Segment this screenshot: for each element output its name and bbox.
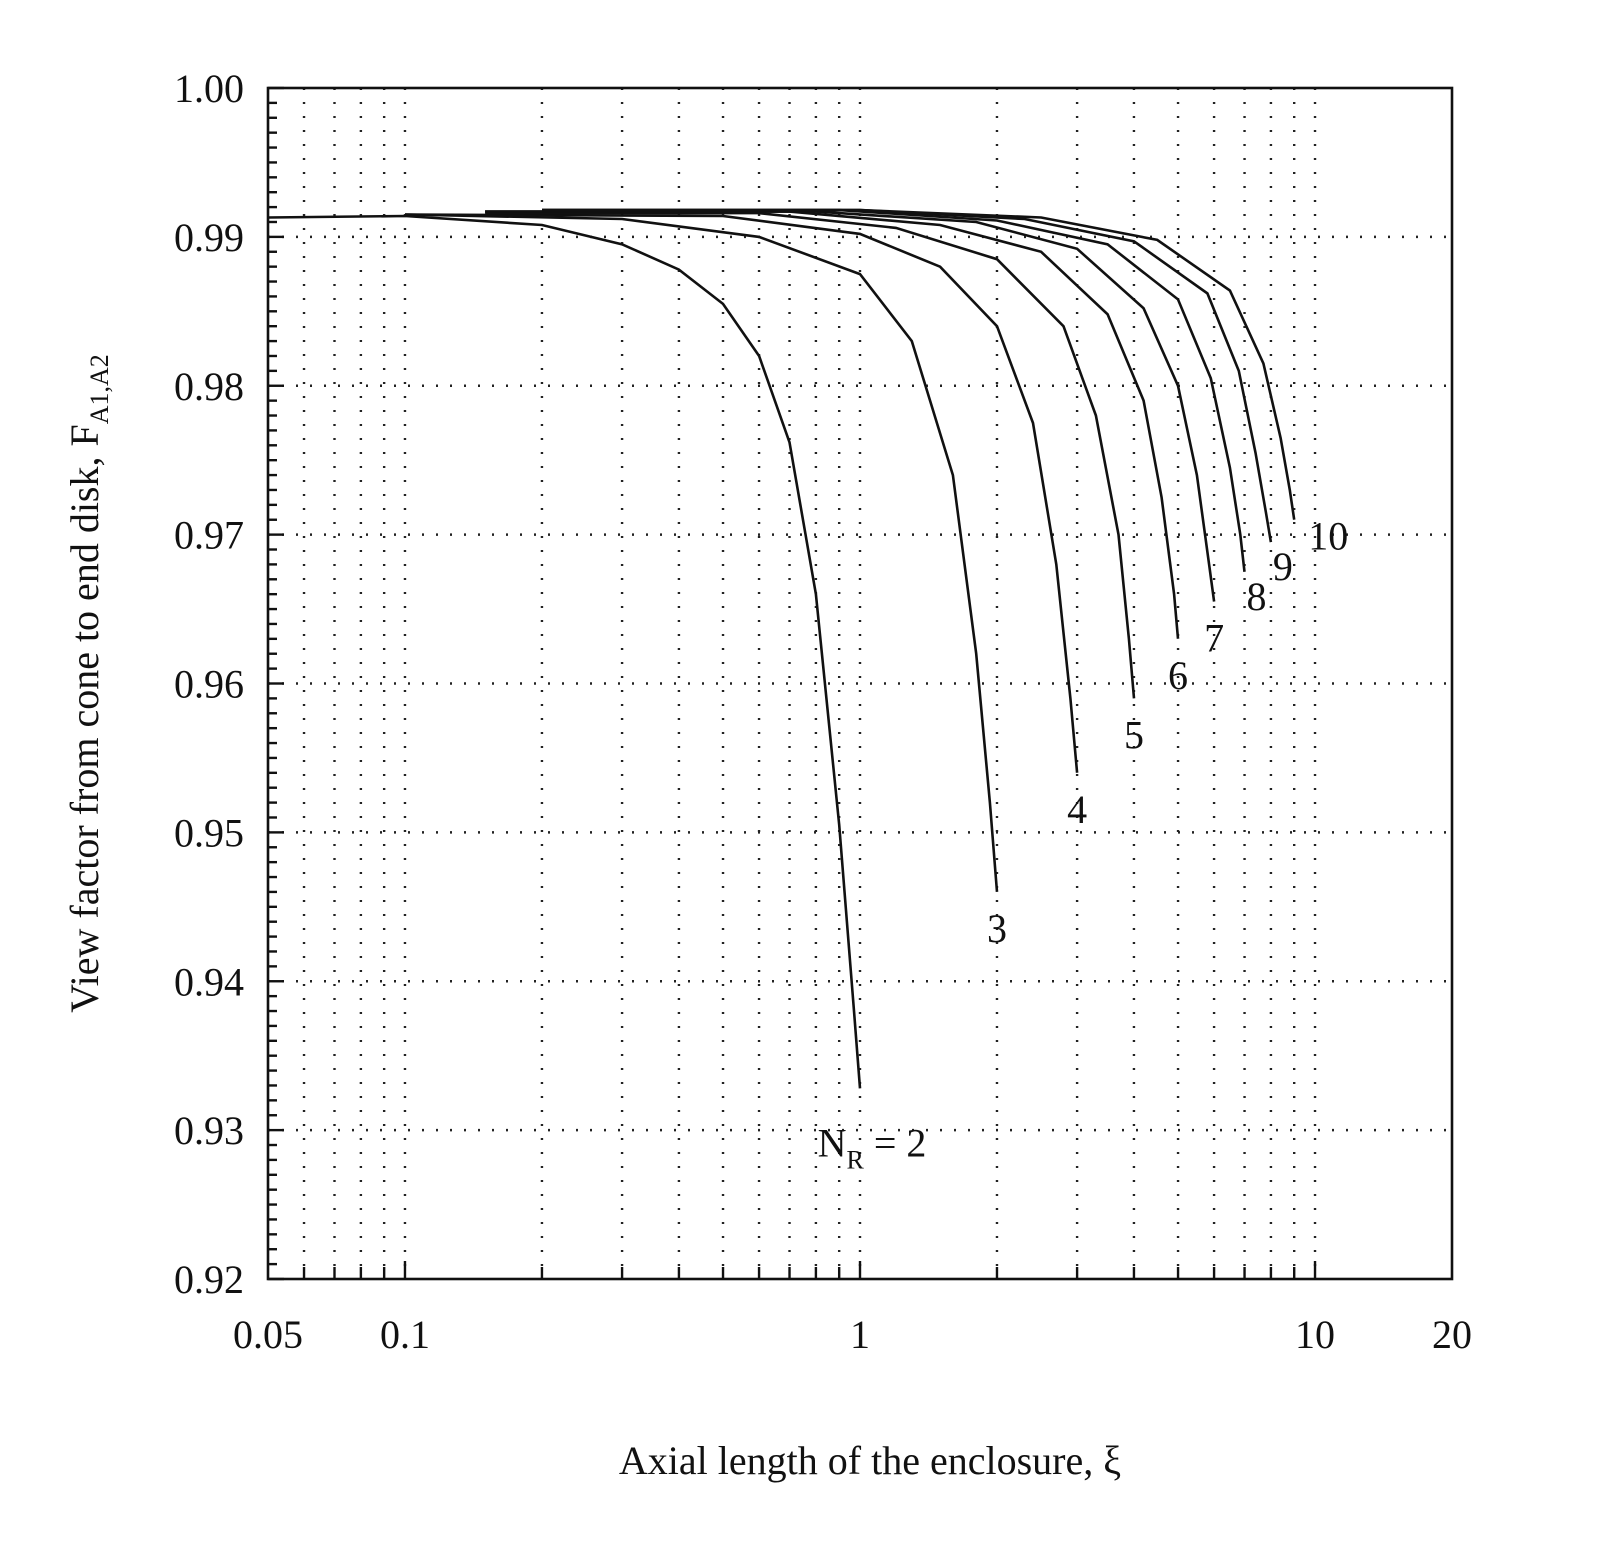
curve-label-5: 5	[1124, 712, 1144, 757]
curve-label-10: 10	[1308, 514, 1348, 559]
plot-frame	[266, 86, 1454, 1281]
y-axis-title-main: View factor from cone to end disk, F	[62, 424, 107, 1013]
curve-label-4: 4	[1067, 787, 1087, 832]
y-tick-label: 0.93	[174, 1108, 244, 1153]
y-tick-label: 0.98	[174, 364, 244, 409]
y-tick-label: 0.95	[174, 810, 244, 855]
y-tick-label: 1.00	[174, 66, 244, 111]
series-line-7	[485, 210, 1216, 602]
x-tick-label: 1	[850, 1312, 870, 1357]
series-lines	[267, 208, 1296, 1089]
y-tick-label: 0.96	[174, 662, 244, 707]
x-tick-label: 10	[1295, 1312, 1335, 1357]
axis-ticks	[268, 86, 1317, 1281]
series-line-3	[404, 213, 999, 893]
x-tick-labels: 0.05 0.1 1 10 20	[233, 1312, 1472, 1357]
grid-lines	[268, 88, 1452, 1279]
series-line-8	[542, 208, 1246, 572]
y-tick-label: 0.92	[174, 1257, 244, 1302]
series-line-4	[404, 213, 1079, 773]
series-line-5	[485, 211, 1136, 699]
x-tick-label: 20	[1432, 1312, 1472, 1357]
curve-label-9: 9	[1273, 544, 1293, 589]
curve-label-7: 7	[1204, 616, 1224, 661]
y-tick-label: 0.99	[174, 215, 244, 260]
y-axis-title: View factor from cone to end disk, FA1,A…	[62, 354, 114, 1013]
y-tick-labels: 0.92 0.93 0.94 0.95 0.96 0.97 0.98 0.99 1.00	[174, 66, 244, 1302]
x-axis-title: Axial length of the enclosure, ξ	[619, 1438, 1121, 1483]
x-tick-label: 0.1	[380, 1312, 430, 1357]
series-line-10	[542, 208, 1296, 520]
curve-label-6: 6	[1168, 653, 1188, 698]
curve-label-3: 3	[987, 906, 1007, 951]
curve-label-nr-2: NR = 2	[818, 1120, 927, 1174]
x-tick-label: 0.05	[233, 1312, 303, 1357]
y-tick-label: 0.94	[174, 959, 244, 1004]
series-line-6	[485, 210, 1180, 639]
series-line-N	[267, 214, 862, 1089]
curve-label-8: 8	[1247, 574, 1267, 619]
y-tick-label: 0.97	[174, 513, 244, 558]
y-axis-title-subscript: A1,A2	[85, 354, 114, 424]
